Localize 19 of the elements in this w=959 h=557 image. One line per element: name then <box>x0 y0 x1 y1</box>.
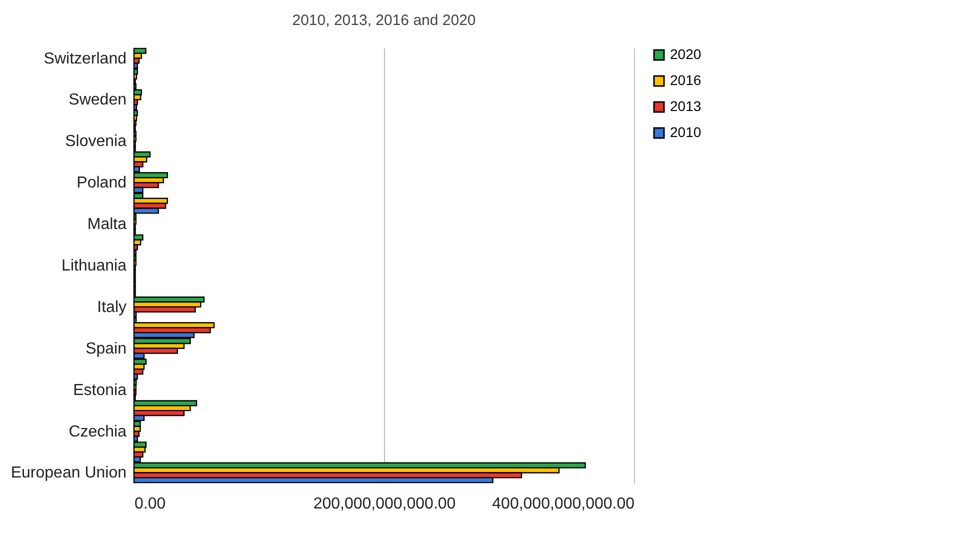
legend-label: 2013 <box>670 98 702 114</box>
y-tick-label: Poland <box>76 174 126 192</box>
legend-label: 2010 <box>670 124 702 140</box>
y-tick-label: Czechia <box>68 423 127 440</box>
legend-label: 2020 <box>670 46 702 62</box>
x-tick-label: 400,000,000,000.00 <box>492 496 635 512</box>
legend-label: 2016 <box>670 72 702 88</box>
x-tick-label: 200,000,000,000.00 <box>313 496 456 512</box>
x-tick-label: 0.00 <box>134 496 166 512</box>
y-tick-label: European Union <box>10 464 126 482</box>
y-tick-label: Italy <box>97 298 126 316</box>
y-tick-label: Malta <box>87 216 127 234</box>
y-tick-label: Spain <box>86 340 126 358</box>
y-tick-label: Sweden <box>68 92 126 109</box>
y-tick-label: Switzerland <box>44 50 126 68</box>
y-tick-label: Slovenia <box>65 133 127 150</box>
chart-title: 2010, 2013, 2016 and 2020 <box>292 12 476 29</box>
y-tick-label: Estonia <box>73 382 127 399</box>
y-tick-label: Lithuania <box>62 258 127 274</box>
